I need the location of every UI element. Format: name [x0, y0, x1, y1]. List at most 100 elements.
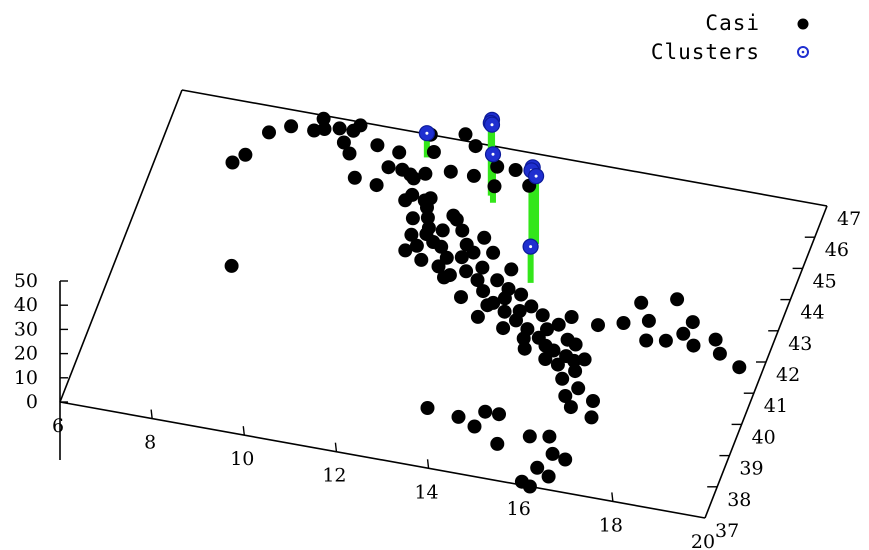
casi-point [538, 352, 553, 366]
casi-point [370, 138, 385, 153]
casi-point [708, 332, 723, 347]
casi-point [414, 252, 429, 267]
casi-point [658, 333, 673, 348]
casi-point [514, 287, 529, 302]
casi-point [492, 407, 506, 422]
x-tick-label: 20 [691, 531, 715, 550]
casi-point [470, 273, 485, 288]
x-axis-line [59, 401, 706, 519]
casi-point [409, 238, 424, 253]
back-edge-line [181, 89, 828, 207]
cluster-point-center [534, 174, 538, 178]
x-tick-label: 18 [599, 514, 623, 536]
x-tick-mark [611, 492, 614, 502]
y-tick-label: 46 [825, 239, 849, 261]
casi-point [545, 446, 560, 461]
casi-point [670, 292, 685, 307]
casi-point [262, 125, 276, 140]
casi-point [478, 404, 493, 419]
casi-point [332, 121, 347, 136]
legend-label-casi: Casi [705, 11, 760, 35]
casi-point [336, 135, 351, 150]
x-tick-label: 12 [322, 465, 346, 487]
x-tick-mark [426, 459, 430, 469]
casi-point [225, 155, 240, 170]
casi-point [420, 210, 435, 225]
casi-point [316, 111, 331, 126]
casi-point [468, 139, 483, 154]
z-tick-label: 50 [14, 270, 38, 292]
legend: Casi Clusters [651, 11, 809, 64]
x-tick-label: 8 [144, 432, 156, 454]
casi-point [451, 409, 466, 424]
casi-point [712, 346, 727, 361]
casi-point [490, 273, 505, 288]
casi-point [732, 360, 747, 375]
casi-point [555, 371, 570, 386]
casi-point [512, 304, 527, 318]
casi-point [476, 284, 491, 299]
casi-point [442, 268, 457, 283]
y-tick-label: 41 [764, 395, 788, 417]
casi-point [490, 159, 505, 174]
casi-point [522, 479, 537, 494]
casi-point [459, 264, 474, 279]
x-tick-mark [334, 442, 338, 452]
casi-point [480, 298, 495, 313]
left-edge-line [59, 89, 183, 403]
casi-point [406, 171, 421, 186]
casi-point [641, 313, 656, 328]
casi-point [423, 191, 438, 206]
z-tick-label: 30 [14, 318, 38, 340]
casi-point [568, 337, 583, 352]
casi-point [446, 208, 461, 223]
x-tick-label: 6 [52, 415, 64, 437]
x-tick-label: 16 [507, 498, 531, 520]
casi-point [405, 187, 420, 202]
y-tick-label: 43 [788, 333, 812, 355]
casi-point [490, 436, 505, 451]
casi-point [586, 394, 600, 408]
y-tick-label: 42 [776, 364, 800, 386]
casi-point [307, 123, 322, 138]
casi-point [542, 429, 557, 444]
casi-point [571, 381, 586, 396]
casi-point [405, 211, 420, 226]
casi-points [224, 111, 747, 494]
casi-point [418, 166, 433, 181]
casi-point [369, 178, 384, 193]
legend-label-clusters: Clusters [651, 40, 760, 64]
casi-point [558, 389, 573, 403]
casi-point [470, 309, 485, 324]
casi-point [353, 118, 368, 133]
legend-marker-casi [797, 18, 809, 30]
y-tick-label: 37 [715, 520, 739, 542]
casi-point [497, 304, 512, 319]
casi-point [634, 295, 649, 310]
y-tick-label: 39 [739, 458, 763, 480]
legend-marker-clusters [797, 46, 809, 58]
casi-point [563, 400, 578, 415]
casi-point [420, 401, 435, 415]
x-tick-mark [242, 426, 245, 436]
z-tick-label: 10 [14, 367, 38, 389]
casi-point [530, 460, 545, 475]
casi-point [426, 145, 441, 159]
casi-point [392, 145, 407, 160]
casi-point [458, 127, 473, 142]
casi-point [347, 170, 362, 185]
casi-point [443, 164, 458, 179]
casi-point [439, 250, 454, 265]
casi-point [238, 147, 253, 162]
z-tick-label: 20 [14, 343, 38, 365]
legend-marker-clusters-dot [801, 50, 805, 54]
casi-point [540, 322, 554, 337]
casi-point [466, 168, 481, 183]
casi-point [516, 331, 531, 346]
casi-point [454, 250, 469, 265]
cluster-point-center [529, 245, 533, 249]
casi-point [551, 317, 566, 332]
casi-point [224, 258, 239, 273]
casi-point [487, 179, 502, 194]
